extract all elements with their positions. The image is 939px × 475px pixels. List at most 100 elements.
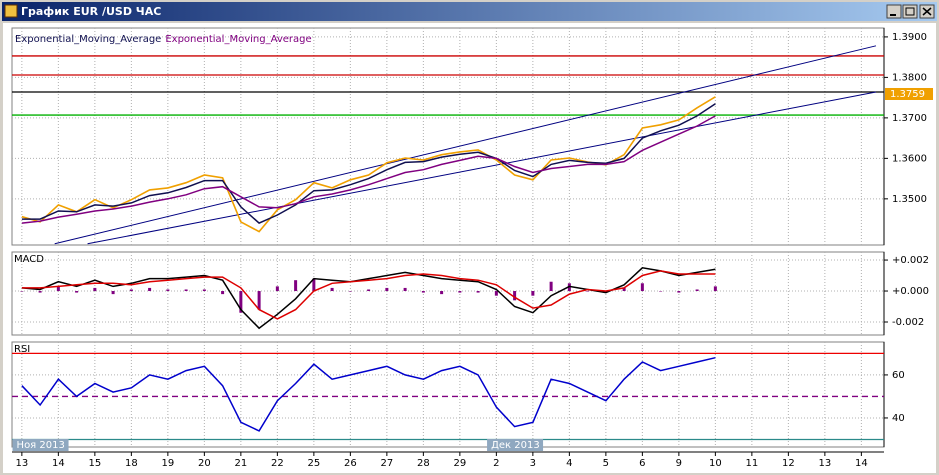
maximize-icon: [905, 7, 915, 16]
histogram-bar: [476, 291, 480, 293]
histogram-bar: [440, 291, 444, 295]
y-tick-label: 1.3800: [892, 72, 927, 83]
y-tick-label: 40: [892, 413, 905, 424]
series-line: [21, 356, 716, 432]
panel: [11, 27, 885, 246]
histogram-bar: [257, 291, 261, 310]
histogram-bar: [403, 287, 407, 292]
series-line: [21, 115, 716, 224]
histogram-bar: [221, 291, 225, 295]
histogram-bar: [458, 291, 462, 293]
histogram-bar: [513, 291, 517, 301]
series-line: [21, 103, 716, 224]
histogram-bar: [348, 291, 352, 292]
panel: [11, 341, 885, 448]
histogram-bar: [586, 291, 590, 292]
histogram-bar: [531, 291, 535, 296]
x-tick-label: 15: [88, 458, 101, 469]
x-tick-label: 6: [639, 458, 645, 469]
series-line: [21, 270, 716, 320]
histogram-bar: [677, 291, 681, 293]
trend-line: [54, 45, 877, 245]
series-line: [21, 266, 716, 330]
month-label: Ноя 2013: [17, 440, 65, 451]
month-label: Дек 2013: [491, 440, 540, 451]
x-tick-label: 14: [52, 458, 65, 469]
x-tick-label: 5: [603, 458, 609, 469]
x-tick-label: 22: [271, 458, 284, 469]
close-icon: [922, 7, 932, 16]
legend-entry: Exponential_Moving_Average: [165, 34, 311, 45]
histogram-bar: [166, 289, 170, 292]
panel: [11, 251, 885, 336]
histogram-bar: [494, 291, 498, 296]
y-tick-label: 1.3700: [892, 113, 927, 124]
minimize-button[interactable]: [886, 4, 902, 19]
x-tick-label: 14: [855, 458, 868, 469]
y-tick-label: +0.002: [892, 255, 929, 266]
histogram-bar: [38, 291, 42, 293]
window-buttons[interactable]: [886, 4, 935, 19]
x-tick-label: 3: [530, 458, 536, 469]
histogram-bar: [275, 286, 279, 292]
histogram-bar: [184, 289, 188, 292]
y-tick-label: 1.3900: [892, 32, 927, 43]
x-tick-label: 2: [493, 458, 499, 469]
y-tick-label: 60: [892, 370, 905, 381]
y-tick-label: -0.002: [892, 317, 924, 328]
y-tick-label: 1.3600: [892, 153, 927, 164]
x-tick-label: 21: [234, 458, 247, 469]
x-tick-label: 19: [161, 458, 174, 469]
x-tick-label: 12: [782, 458, 795, 469]
panel-title: MACD: [14, 254, 44, 265]
trend-line: [87, 91, 877, 245]
maximize-button[interactable]: [902, 4, 918, 19]
legend-entry: Exponential_Moving_Average: [15, 34, 161, 45]
histogram-bar: [93, 287, 97, 292]
x-tick-label: 13: [15, 458, 28, 469]
histogram-bar: [294, 280, 298, 292]
histogram-bar: [385, 287, 389, 292]
window-title: График EUR /USD ЧАС: [21, 5, 161, 18]
x-tick-label: 4: [566, 458, 572, 469]
x-tick-label: 20: [198, 458, 211, 469]
legend: Exponential_Moving_Average Exponential_Mo…: [15, 34, 312, 45]
x-tick-label: 11: [746, 458, 759, 469]
histogram-bar: [695, 289, 699, 292]
x-tick-label: 18: [125, 458, 138, 469]
histogram-bar: [312, 278, 316, 292]
histogram-bar: [421, 291, 425, 293]
window-icon: [4, 4, 18, 18]
x-tick-label: 9: [676, 458, 682, 469]
histogram-bar: [20, 291, 24, 292]
x-tick-label: 10: [709, 458, 722, 469]
histogram-bar: [239, 291, 243, 313]
histogram-bar: [713, 286, 717, 292]
histogram-bar: [549, 281, 553, 292]
histogram-bar: [330, 287, 334, 292]
x-tick-label: 25: [307, 458, 320, 469]
last-price-label: 1.3759: [890, 89, 925, 100]
histogram-bar: [129, 289, 133, 292]
title-bar: [2, 2, 937, 21]
histogram-bar: [111, 291, 115, 295]
histogram-bar: [56, 286, 60, 292]
x-tick-label: 13: [819, 458, 832, 469]
last-price-box: [885, 87, 933, 100]
histogram-bar: [148, 287, 152, 292]
histogram-bar: [75, 291, 79, 293]
histogram-bar: [202, 289, 206, 292]
x-tick-label: 29: [453, 458, 466, 469]
month-label-box: [487, 439, 544, 451]
histogram-bar: [367, 289, 371, 292]
histogram-bar: [640, 283, 644, 292]
histogram-bar: [659, 291, 663, 292]
x-tick-label: 27: [380, 458, 393, 469]
histogram-bar: [604, 291, 608, 293]
panel-title: RSI: [14, 344, 30, 355]
histogram-bar: [622, 287, 626, 292]
x-tick-label: 28: [417, 458, 430, 469]
y-tick-label: +0.000: [892, 286, 929, 297]
y-tick-label: 1.3500: [892, 194, 927, 205]
